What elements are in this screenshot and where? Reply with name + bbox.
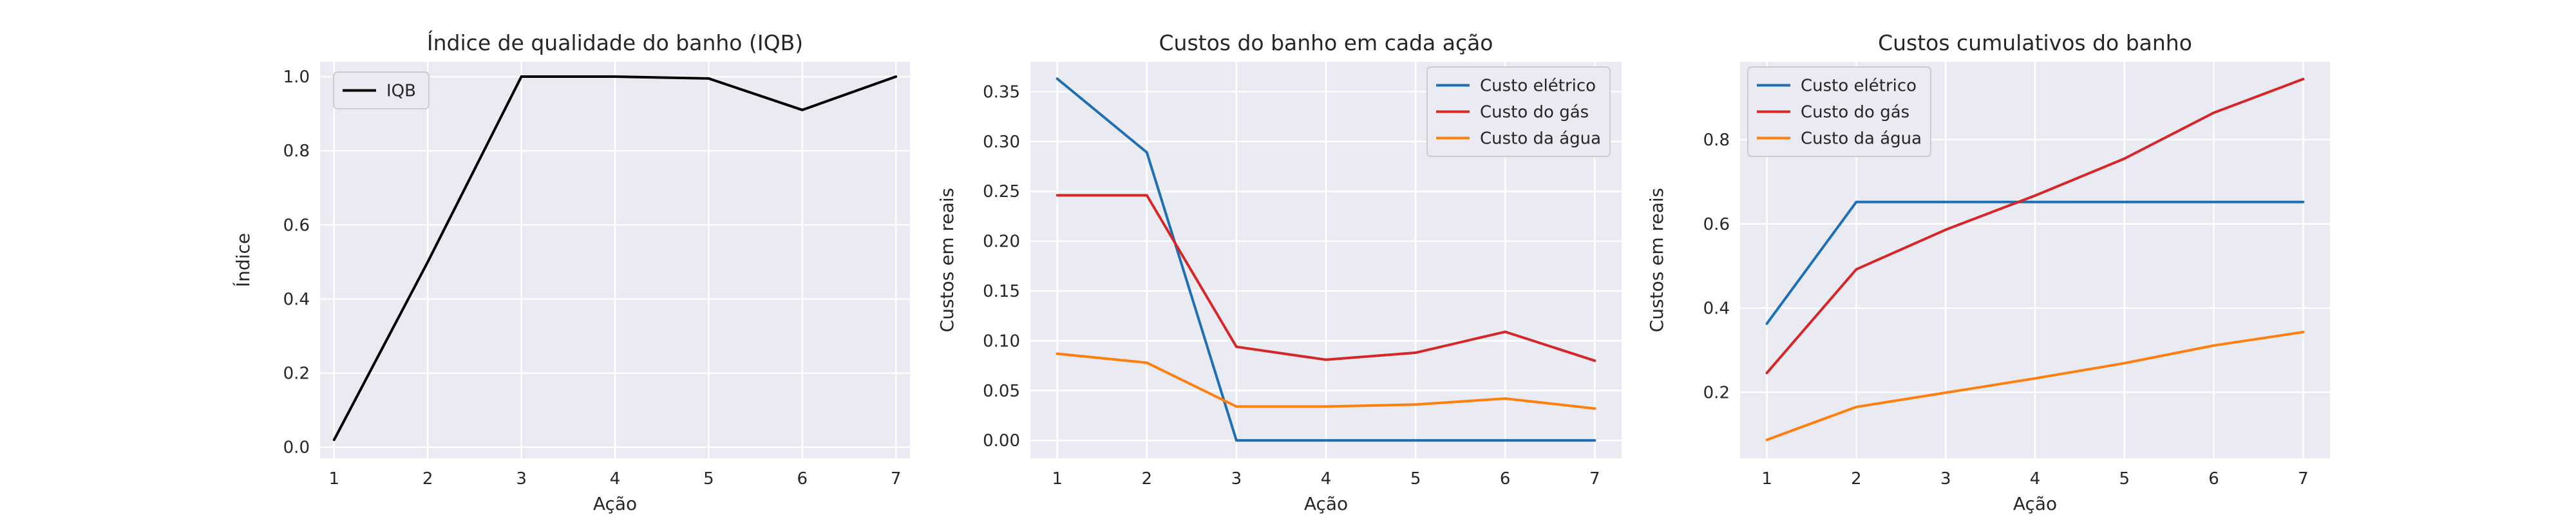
x-axis-label: Ação	[1304, 493, 1348, 514]
y-tick-label: 0.25	[983, 182, 1020, 201]
y-tick-label: 0.35	[983, 82, 1020, 102]
chart-panel-1: 1 2 3 4 5 6 7 0.0 0.2 0.4 0.6 0.8 1.0 Índice de quali…	[232, 30, 910, 514]
x-tick-label: 3	[1940, 469, 1951, 489]
y-tick-label: 0.8	[283, 142, 310, 161]
series-line-custo-el-trico	[1056, 77, 1596, 442]
y-tick-label: 0.30	[983, 133, 1020, 152]
y-tick-label: 0.4	[1703, 299, 1730, 319]
x-tick-label: 5	[703, 469, 714, 489]
y-axis-label: Índice	[232, 233, 254, 287]
chart-panel-3: 1 2 3 4 5 6 7 0.2 0.4 0.6 0.8 Custos cumulativos do…	[1646, 30, 2330, 514]
y-axis-label: Custos em reais	[936, 188, 958, 333]
y-tick-label: 0.2	[1703, 383, 1730, 402]
x-tick-label: 6	[2208, 469, 2219, 489]
x-tick-label: 1	[1052, 469, 1063, 489]
y-tick-label: 0.6	[1703, 215, 1730, 234]
series-line-custo-da-gua	[1056, 352, 1596, 410]
x-tick-label: 2	[422, 469, 433, 489]
y-tick-label: 1.0	[283, 68, 310, 87]
x-tick-label: 1	[329, 469, 340, 489]
y-tick-label: 0.15	[983, 282, 1020, 301]
legend-box	[333, 71, 430, 109]
x-tick-label: 3	[1231, 469, 1242, 489]
x-tick-label: 4	[610, 469, 621, 489]
x-tick-label: 6	[797, 469, 808, 489]
legend-entry: Custo elétrico	[1480, 77, 1596, 96]
y-tick-label: 0.00	[983, 431, 1020, 451]
chart-title: Custos cumulativos do banho	[1878, 30, 2192, 55]
x-tick-label: 7	[2298, 469, 2309, 489]
chart-title: Índice de qualidade do banho (IQB)	[427, 30, 803, 55]
x-tick-label: 5	[1410, 469, 1421, 489]
legend-entry: Custo do gás	[1480, 103, 1589, 122]
y-tick-label: 0.10	[983, 332, 1020, 351]
legend: IQB	[333, 71, 430, 109]
x-tick-label: 7	[891, 469, 902, 489]
y-tick-label: 0.05	[983, 382, 1020, 401]
x-tick-label: 5	[2119, 469, 2130, 489]
legend-entry: Custo do gás	[1801, 103, 1909, 122]
y-tick-label: 0.20	[983, 232, 1020, 252]
x-tick-label: 6	[1500, 469, 1511, 489]
x-tick-label: 7	[1589, 469, 1600, 489]
x-tick-label: 2	[1851, 469, 1862, 489]
y-tick-label: 0.8	[1703, 131, 1730, 150]
series-line-custo-do-g-s	[1765, 77, 2305, 375]
legend-entry: IQB	[386, 82, 416, 101]
x-axis-label: Ação	[593, 493, 637, 514]
legend-box	[1747, 66, 1931, 157]
x-tick-label: 1	[1761, 469, 1772, 489]
chart-title: Custos do banho em cada ação	[1159, 30, 1493, 55]
x-axis-label: Ação	[2013, 493, 2057, 514]
series-line-custo-da-gua	[1765, 330, 2305, 442]
legend: Custo elétrico Custo do gás Custo da água	[1426, 66, 1611, 157]
legend-entry: Custo da água	[1801, 129, 1922, 149]
y-tick-label: 0.2	[283, 364, 310, 384]
legend-entry: Custo da água	[1480, 129, 1601, 149]
chart-panel-2: 1 2 3 4 5 6 7 0.00 0.05 0.10 0.15 0.20 0.25 0.30 0.35 C…	[936, 30, 1622, 514]
x-tick-label: 2	[1142, 469, 1153, 489]
legend-entry: Custo elétrico	[1801, 77, 1917, 96]
x-tick-label: 4	[1321, 469, 1332, 489]
legend-box	[1426, 66, 1611, 157]
series-line-iqb	[332, 75, 898, 442]
series-line-custo-do-g-s	[1056, 194, 1596, 362]
series-line-custo-el-trico	[1765, 200, 2305, 325]
y-tick-label: 0.6	[283, 216, 310, 235]
x-tick-label: 3	[516, 469, 527, 489]
x-tick-label: 4	[2030, 469, 2041, 489]
y-tick-label: 0.4	[283, 290, 310, 309]
y-axis-label: Custos em reais	[1646, 188, 1667, 333]
legend: Custo elétrico Custo do gás Custo da água	[1747, 66, 1931, 157]
y-tick-label: 0.0	[283, 438, 310, 458]
